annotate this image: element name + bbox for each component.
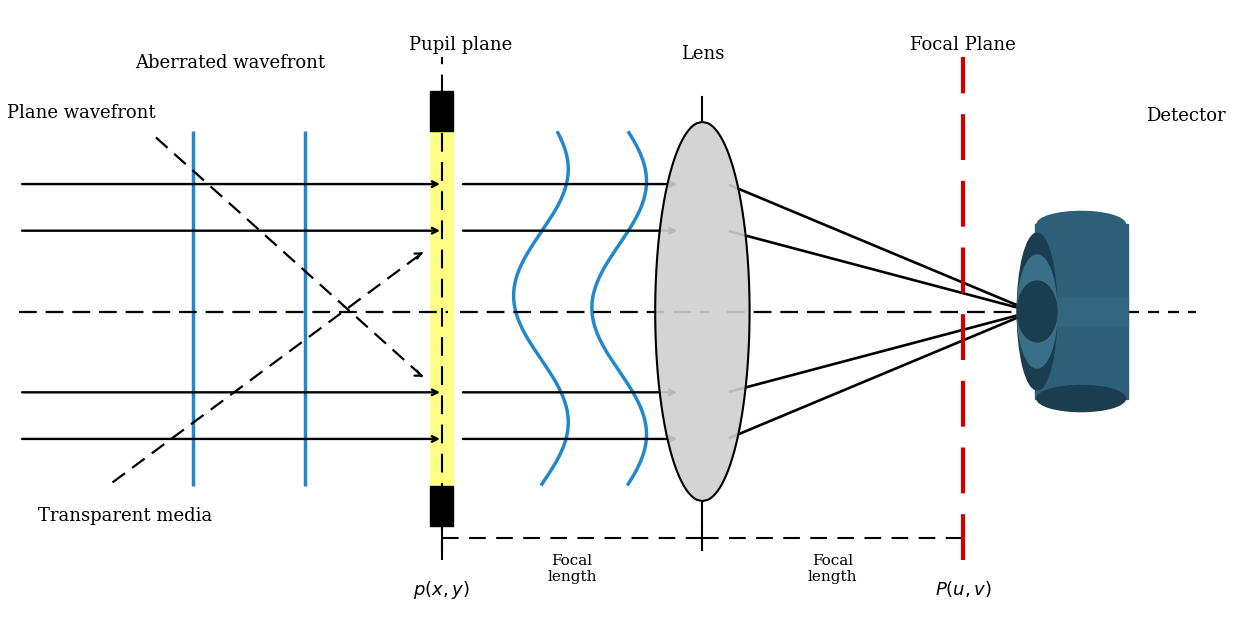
Ellipse shape xyxy=(1017,281,1057,342)
Text: Pupil plane: Pupil plane xyxy=(408,36,512,54)
Text: Focal
length: Focal length xyxy=(807,554,857,584)
Bar xyxy=(431,91,453,131)
Text: Aberrated wavefront: Aberrated wavefront xyxy=(135,54,326,72)
Ellipse shape xyxy=(1017,255,1057,368)
Text: Focal
length: Focal length xyxy=(547,554,597,584)
Text: $p(x, y)$: $p(x, y)$ xyxy=(413,579,469,601)
Bar xyxy=(431,485,453,526)
Text: Plane wavefront: Plane wavefront xyxy=(7,104,156,122)
Text: $P(u, v)$: $P(u, v)$ xyxy=(935,579,991,599)
Bar xyxy=(1035,298,1128,325)
Text: Focal Plane: Focal Plane xyxy=(910,36,1016,54)
Text: Transparent media: Transparent media xyxy=(37,507,212,525)
Text: Lens: Lens xyxy=(680,45,724,63)
Bar xyxy=(1035,224,1128,399)
Text: Detector: Detector xyxy=(1147,107,1226,125)
Ellipse shape xyxy=(1037,211,1126,237)
Polygon shape xyxy=(655,122,750,501)
Ellipse shape xyxy=(1037,386,1126,412)
Ellipse shape xyxy=(1017,233,1057,390)
